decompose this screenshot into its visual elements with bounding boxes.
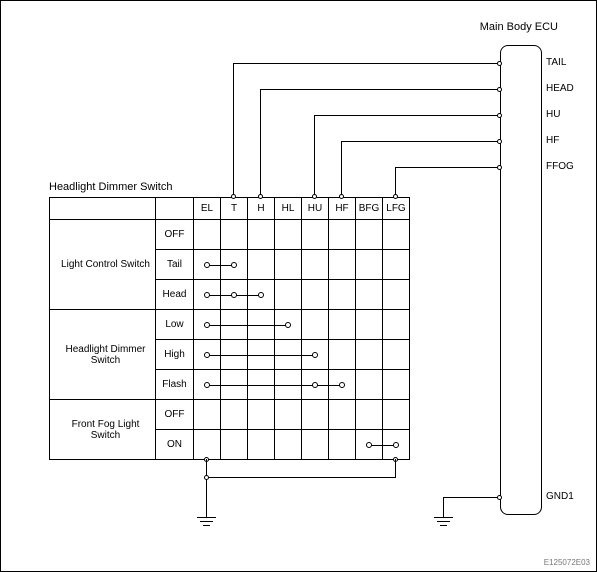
wire	[395, 167, 498, 168]
col-header: H	[248, 198, 275, 220]
col-header: HF	[329, 198, 356, 220]
wire	[443, 497, 498, 498]
ecu-pin-label: HU	[546, 109, 560, 120]
table-row: Light Control Switch OFF	[50, 220, 410, 250]
wire-node	[231, 194, 236, 199]
ground-icon	[434, 517, 453, 518]
pos-label: Head	[156, 280, 194, 310]
diagram-id: E125072E03	[544, 558, 590, 567]
wire-node	[393, 194, 398, 199]
group-label: Headlight Dimmer Switch	[50, 310, 156, 400]
pos-label: Low	[156, 310, 194, 340]
wire	[206, 477, 396, 478]
col-header: LFG	[383, 198, 410, 220]
col-header: HU	[302, 198, 329, 220]
ecu-pin-label: HF	[546, 135, 559, 146]
ecu-pin-label: FFOG	[546, 161, 574, 172]
diagram-frame: Main Body ECU TAIL HEAD HU HF FFOG GND1 …	[0, 0, 597, 572]
wire-node	[339, 194, 344, 199]
ground-icon	[200, 521, 213, 522]
ecu-pin-label: GND1	[546, 491, 574, 502]
ecu-pin-label: HEAD	[546, 83, 574, 94]
pos-label: OFF	[156, 400, 194, 430]
wire	[341, 141, 342, 197]
switch-table: EL T H HL HU HF BFG LFG Light Control Sw…	[49, 197, 410, 460]
wire-node	[312, 194, 317, 199]
col-header: EL	[194, 198, 221, 220]
group-label: Front Fog Light Switch	[50, 400, 156, 460]
ground-icon	[203, 525, 210, 526]
wire-node	[258, 194, 263, 199]
pos-label: ON	[156, 430, 194, 460]
table-header-row: EL T H HL HU HF BFG LFG	[50, 198, 410, 220]
table-corner	[156, 198, 194, 220]
wire	[314, 115, 315, 197]
switch-title: Headlight Dimmer Switch	[49, 181, 172, 193]
col-header: HL	[275, 198, 302, 220]
col-header: T	[221, 198, 248, 220]
wire-junction	[204, 475, 209, 480]
ecu-title: Main Body ECU	[480, 21, 558, 33]
wire	[443, 497, 444, 517]
pos-label: OFF	[156, 220, 194, 250]
wire	[206, 477, 207, 517]
wire	[233, 63, 234, 197]
wire	[260, 89, 261, 197]
wire	[314, 115, 498, 116]
wire	[260, 89, 498, 90]
wire	[341, 141, 498, 142]
col-header: BFG	[356, 198, 383, 220]
pos-label: High	[156, 340, 194, 370]
wire	[233, 63, 498, 64]
group-label: Light Control Switch	[50, 220, 156, 310]
ecu-box	[500, 45, 542, 515]
wire	[395, 167, 396, 197]
pos-label: Tail	[156, 250, 194, 280]
ground-icon	[437, 521, 450, 522]
wire	[395, 459, 396, 477]
ground-icon	[440, 525, 447, 526]
ecu-pin-label: TAIL	[546, 57, 566, 68]
table-row: Front Fog Light Switch OFF	[50, 400, 410, 430]
ground-icon	[197, 517, 216, 518]
table-row: Headlight Dimmer Switch Low	[50, 310, 410, 340]
pos-label: Flash	[156, 370, 194, 400]
table-corner	[50, 198, 156, 220]
